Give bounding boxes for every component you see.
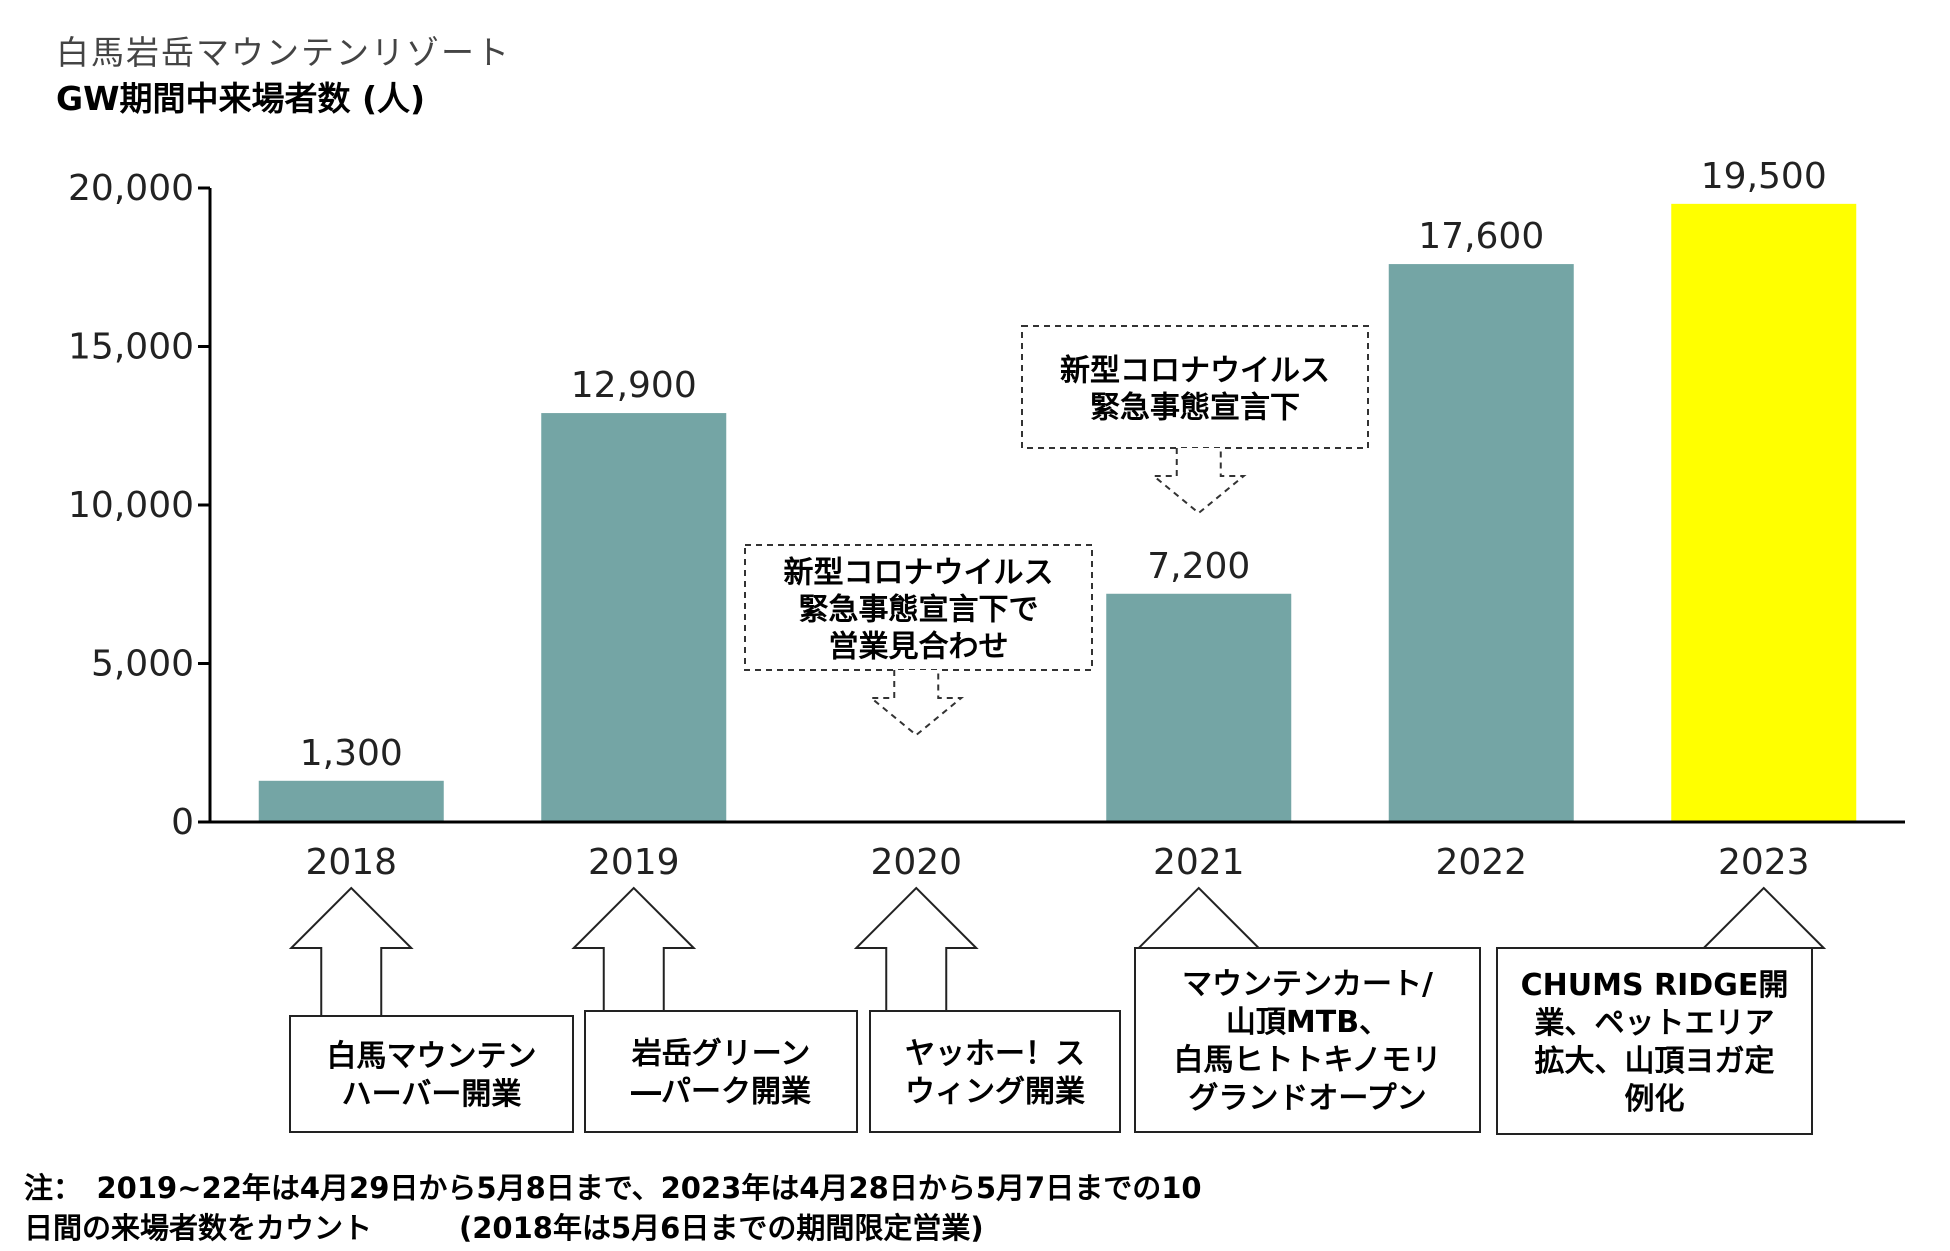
event-arrow-2018 <box>288 886 414 1016</box>
event-box-2020 <box>869 1010 1121 1133</box>
bar-2021 <box>1106 593 1292 822</box>
event-text-2018: ハーバー開業 <box>342 1077 522 1112</box>
callout-text-2021: 新型コロナウイルス <box>1060 354 1330 389</box>
y-tick-label: 10,000 <box>68 485 194 526</box>
event-text-2023: 拡大、山頂ヨガ定 <box>1535 1044 1775 1079</box>
event-text-2023: 業、ペットエリア <box>1535 1006 1775 1041</box>
event-box-2021 <box>1134 947 1481 1133</box>
event-text-2021: 白馬ヒトトキノモリ <box>1174 1043 1442 1078</box>
y-tick-label: 15,000 <box>68 327 194 368</box>
x-tick-label-2023: 2023 <box>1718 842 1810 883</box>
y-tick-label: 5,000 <box>91 644 194 685</box>
y-tick-label: 20,000 <box>68 168 194 209</box>
callout-box-2021 <box>1021 325 1369 449</box>
data-label-2021: 7,200 <box>1147 546 1250 587</box>
event-box-2018 <box>289 1015 574 1133</box>
data-label-2019: 12,900 <box>571 365 697 406</box>
chart-title-line2: GW期間中来場者数 (人) <box>56 79 426 118</box>
data-label-2018: 1,300 <box>300 733 403 774</box>
event-text-2019: 岩岳グリーン <box>632 1037 811 1072</box>
x-tick-label-2018: 2018 <box>305 842 397 883</box>
callout-text-2020: 新型コロナウイルス <box>784 556 1054 591</box>
callout-text-2020: 緊急事態宣言下で <box>799 593 1039 628</box>
x-tick-label-2020: 2020 <box>870 842 962 883</box>
bar-2019 <box>541 413 727 822</box>
x-tick-label-2022: 2022 <box>1435 842 1527 883</box>
footnote-line1: 注： 2019~22年は4月29日から5月8日まで、2023年は4月28日から5… <box>24 1171 1202 1205</box>
event-arrow-2019 <box>571 886 697 1011</box>
callout-box-2020 <box>744 544 1093 671</box>
x-tick-label-2021: 2021 <box>1153 842 1245 883</box>
x-tick-label-2019: 2019 <box>588 842 680 883</box>
bar-2022 <box>1388 264 1574 823</box>
bar-2018 <box>258 780 444 822</box>
y-tick-label: 0 <box>171 802 194 843</box>
callout-arrow-2021 <box>1150 448 1247 515</box>
event-text-2023: 例化 <box>1625 1082 1685 1117</box>
event-text-2020: ウィング開業 <box>905 1075 1085 1110</box>
callout-arrow-2020 <box>868 670 965 737</box>
callout-text-2020: 営業見合わせ <box>829 630 1009 665</box>
event-text-2019: ―パーク開業 <box>631 1075 811 1110</box>
event-text-2021: マウンテンカート/ <box>1182 967 1433 1002</box>
chart-title-line1: 白馬岩岳マウンテンリゾート <box>56 33 511 72</box>
data-label-2023: 19,500 <box>1701 156 1827 197</box>
event-text-2021: 山頂MTB、 <box>1226 1005 1389 1040</box>
event-text-2020: ヤッホー！ス <box>905 1037 1085 1072</box>
event-text-2018: 白馬マウンテン <box>327 1039 537 1074</box>
event-arrow-2020 <box>853 886 979 1011</box>
event-box-2019 <box>584 1010 858 1133</box>
event-arrow-2023 <box>1701 886 1827 949</box>
callout-text-2021: 緊急事態宣言下 <box>1090 391 1300 426</box>
event-arrow-2021 <box>1136 886 1262 949</box>
event-box-2023 <box>1496 947 1813 1135</box>
footnote-line2: 日間の来場者数をカウント (2018年は5月6日までの期間限定営業) <box>24 1211 984 1245</box>
event-text-2021: グランドオープン <box>1188 1081 1426 1116</box>
event-text-2023: CHUMS RIDGE開 <box>1521 968 1789 1003</box>
bar-2023 <box>1671 203 1857 823</box>
data-label-2022: 17,600 <box>1418 216 1544 257</box>
